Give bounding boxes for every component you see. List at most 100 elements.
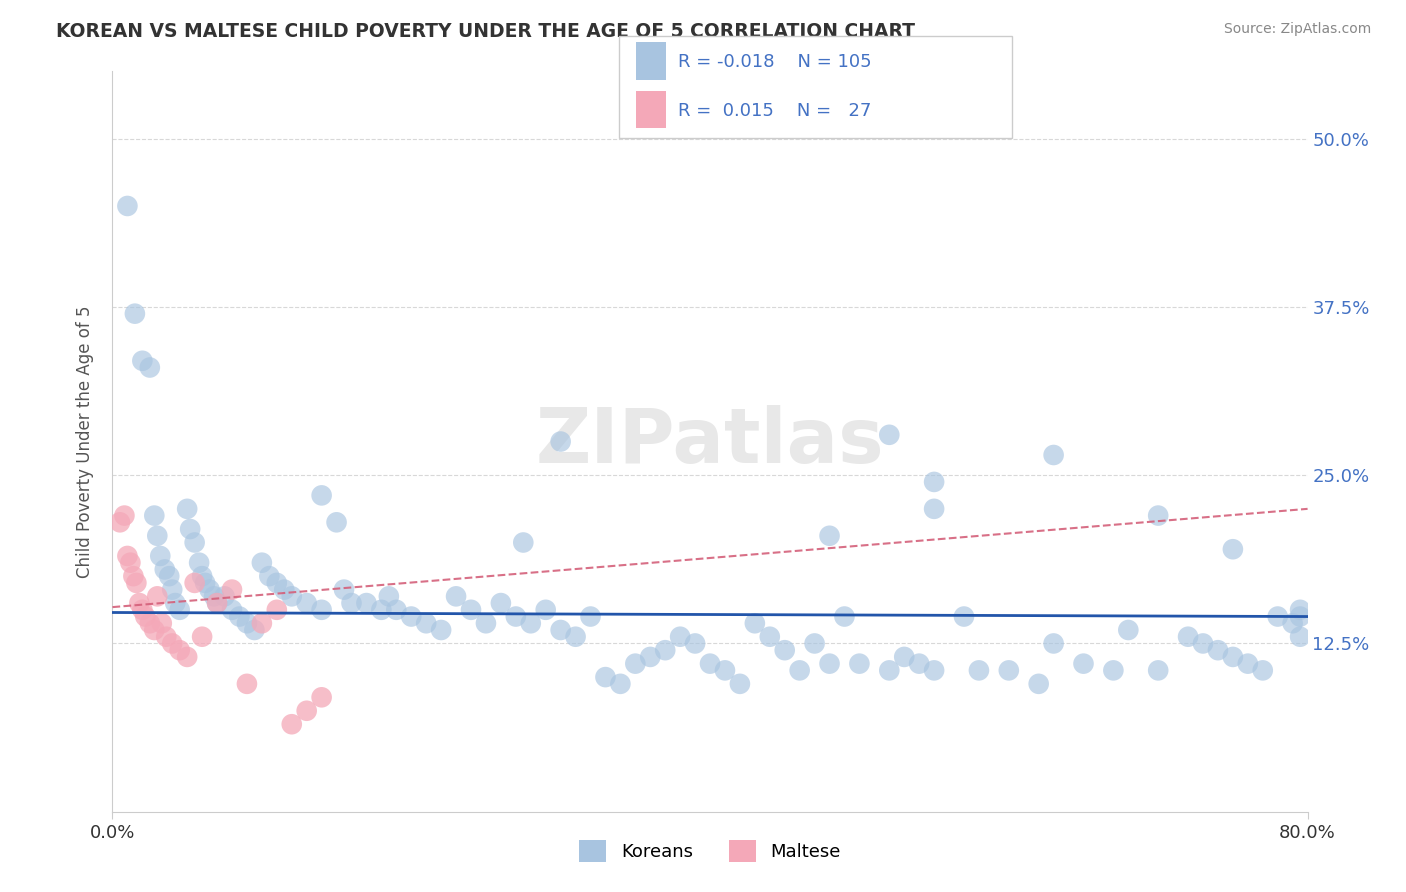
Point xyxy=(281,590,304,604)
Point xyxy=(512,535,534,549)
Point xyxy=(162,582,183,597)
Point xyxy=(143,508,166,523)
Point xyxy=(266,575,288,590)
Point xyxy=(176,501,198,516)
Point xyxy=(250,616,273,631)
Point xyxy=(1102,664,1125,678)
Point xyxy=(1147,664,1170,678)
Point xyxy=(669,630,692,644)
Point xyxy=(520,616,543,631)
Point xyxy=(385,603,408,617)
Point xyxy=(162,636,183,650)
Point xyxy=(1147,508,1170,523)
Point xyxy=(789,664,811,678)
Point xyxy=(122,569,145,583)
Point xyxy=(128,596,150,610)
Point xyxy=(169,603,191,617)
Point xyxy=(236,677,259,691)
Point xyxy=(198,582,221,597)
Point xyxy=(1289,609,1312,624)
Point xyxy=(155,630,177,644)
Point xyxy=(609,677,631,691)
Point xyxy=(624,657,647,671)
Point xyxy=(273,582,295,597)
Point xyxy=(595,670,617,684)
Point xyxy=(444,590,467,604)
Point xyxy=(311,603,333,617)
Point xyxy=(370,603,392,617)
Point xyxy=(1222,542,1244,557)
Point xyxy=(153,562,176,576)
Point xyxy=(579,609,602,624)
Point xyxy=(295,704,318,718)
Point xyxy=(1289,630,1312,644)
Point xyxy=(430,623,453,637)
Point xyxy=(773,643,796,657)
Text: ZIPatlas: ZIPatlas xyxy=(536,405,884,478)
Text: Source: ZipAtlas.com: Source: ZipAtlas.com xyxy=(1223,22,1371,37)
Point xyxy=(922,501,945,516)
Point xyxy=(893,649,915,664)
Point xyxy=(356,596,378,610)
Point xyxy=(146,590,169,604)
Point xyxy=(114,508,135,523)
Point xyxy=(120,556,142,570)
Point xyxy=(922,475,945,489)
Point xyxy=(505,609,527,624)
Point xyxy=(125,575,148,590)
Point xyxy=(205,596,228,610)
Point xyxy=(699,657,721,671)
Point xyxy=(243,623,266,637)
Point xyxy=(146,529,169,543)
Point xyxy=(415,616,437,631)
Point xyxy=(117,549,139,563)
Point xyxy=(1177,630,1199,644)
Point xyxy=(281,717,304,731)
Point xyxy=(221,582,243,597)
Point xyxy=(149,549,172,563)
Point xyxy=(295,596,318,610)
Point xyxy=(266,603,288,617)
Point xyxy=(908,657,931,671)
Point xyxy=(1192,636,1215,650)
Point xyxy=(1206,643,1229,657)
Point xyxy=(728,677,751,691)
Point xyxy=(714,664,737,678)
Point xyxy=(228,609,250,624)
Point xyxy=(848,657,870,671)
Point xyxy=(759,630,782,644)
Point xyxy=(654,643,676,657)
Point xyxy=(134,609,156,624)
Point xyxy=(214,590,236,604)
Point xyxy=(236,616,259,631)
Point xyxy=(333,582,356,597)
Text: R = -0.018    N = 105: R = -0.018 N = 105 xyxy=(678,54,872,71)
Point xyxy=(818,529,841,543)
Point xyxy=(489,596,512,610)
Point xyxy=(191,630,214,644)
Point xyxy=(150,616,173,631)
Point xyxy=(259,569,281,583)
Point xyxy=(311,690,333,705)
Point xyxy=(340,596,363,610)
Point xyxy=(183,575,205,590)
Point xyxy=(165,596,187,610)
Point xyxy=(460,603,482,617)
Point xyxy=(108,516,131,530)
Point xyxy=(683,636,706,650)
Point xyxy=(378,590,401,604)
Point xyxy=(803,636,825,650)
Point xyxy=(191,569,214,583)
Point xyxy=(205,596,228,610)
Y-axis label: Child Poverty Under the Age of 5: Child Poverty Under the Age of 5 xyxy=(76,305,94,578)
Text: R =  0.015    N =   27: R = 0.015 N = 27 xyxy=(678,102,872,120)
Point xyxy=(143,623,166,637)
Point xyxy=(879,427,901,442)
Point xyxy=(188,556,211,570)
Point xyxy=(311,488,333,502)
Point xyxy=(1237,657,1260,671)
Point xyxy=(1073,657,1095,671)
Point xyxy=(640,649,662,664)
Point xyxy=(879,664,901,678)
Point xyxy=(1028,677,1050,691)
